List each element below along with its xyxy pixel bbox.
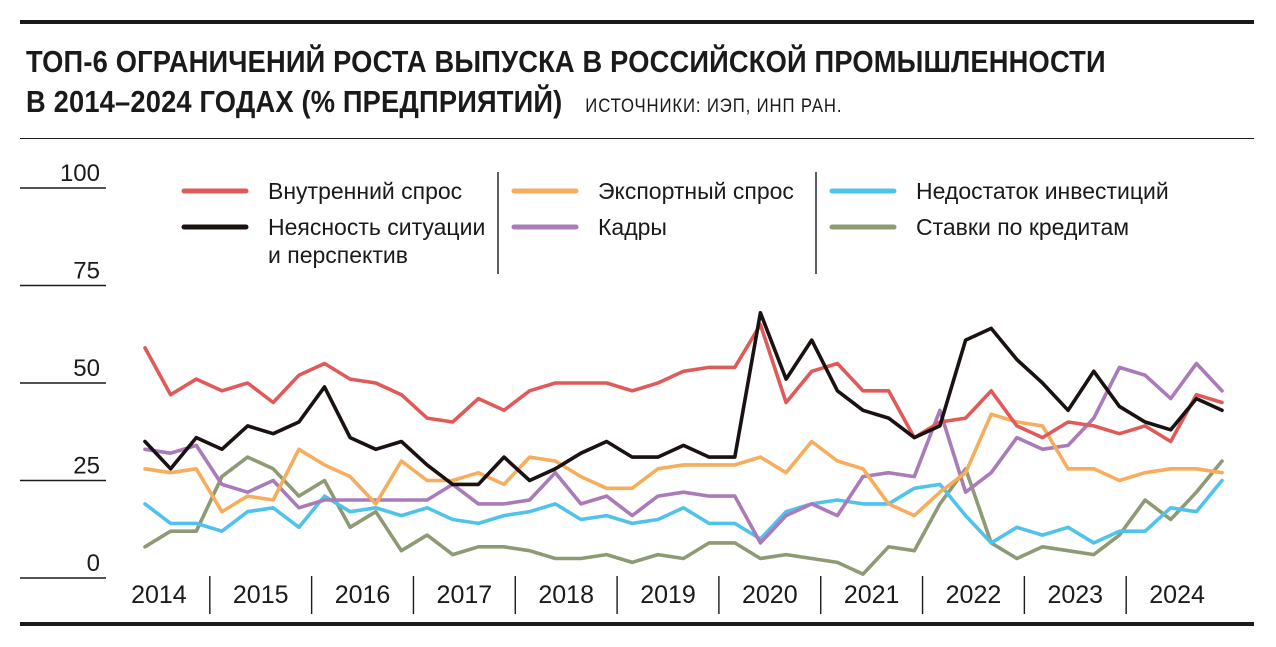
x-tick-label: 2016 — [335, 581, 391, 609]
y-axis: 100 75 50 25 0 — [20, 160, 106, 579]
legend-label-5: Ставки по кредитам — [916, 214, 1129, 240]
x-tick-label: 2018 — [538, 581, 594, 609]
x-axis: 2014 2015 2016 2017 2018 2019 2020 2021 2022 2023… — [131, 576, 1205, 614]
series-line-0 — [143, 322, 1224, 444]
series-layer — [143, 310, 1224, 576]
legend-label-4: Недостаток инвестиций — [916, 178, 1169, 204]
x-tick-label: 2023 — [1047, 581, 1103, 609]
series-line-4 — [143, 478, 1224, 545]
y-tick-label: 75 — [73, 258, 100, 285]
source-note: ИСТОЧНИКИ: ИЭП, ИНП РАН. — [585, 96, 843, 117]
title-line-1: ТОП-6 ОГРАНИЧЕНИЙ РОСТА ВЫПУСКА В РОССИЙ… — [26, 44, 1106, 79]
x-tick-label: 2015 — [233, 581, 289, 609]
x-tick-label: 2017 — [437, 581, 493, 609]
x-tick-label: 2019 — [640, 581, 696, 609]
top-rule — [20, 20, 1254, 24]
legend-label-3: Кадры — [598, 214, 667, 240]
x-tick-label: 2020 — [742, 581, 798, 609]
series-line-5 — [143, 455, 1224, 576]
bottom-rule — [20, 622, 1254, 626]
chart-title: ТОП-6 ОГРАНИЧЕНИЙ РОСТА ВЫПУСКА В РОССИЙ… — [26, 42, 1106, 127]
y-tick-label: 25 — [73, 453, 100, 480]
legend: Внутренний спрос Неясность ситуации и перс… — [181, 172, 1169, 274]
series-line-2 — [143, 412, 1224, 518]
y-tick-label: 0 — [87, 550, 100, 577]
legend-label-2: Экспортный спрос — [598, 178, 794, 204]
x-tick-label: 2014 — [131, 581, 187, 609]
x-tick-label: 2024 — [1149, 581, 1205, 609]
y-tick-label: 100 — [60, 160, 100, 187]
series-line-3 — [143, 361, 1224, 545]
title-line-2: В 2014–2024 ГОДАХ (% ПРЕДПРИЯТИЙ) — [26, 84, 563, 119]
y-tick-label: 50 — [73, 355, 100, 382]
title-divider — [20, 138, 1254, 139]
series-line-1 — [143, 310, 1224, 487]
legend-label-0: Внутренний спрос — [268, 178, 462, 204]
legend-label-1: Неясность ситуации и перспектив — [268, 214, 485, 268]
x-tick-label: 2021 — [844, 581, 900, 609]
x-tick-label: 2022 — [946, 581, 1002, 609]
